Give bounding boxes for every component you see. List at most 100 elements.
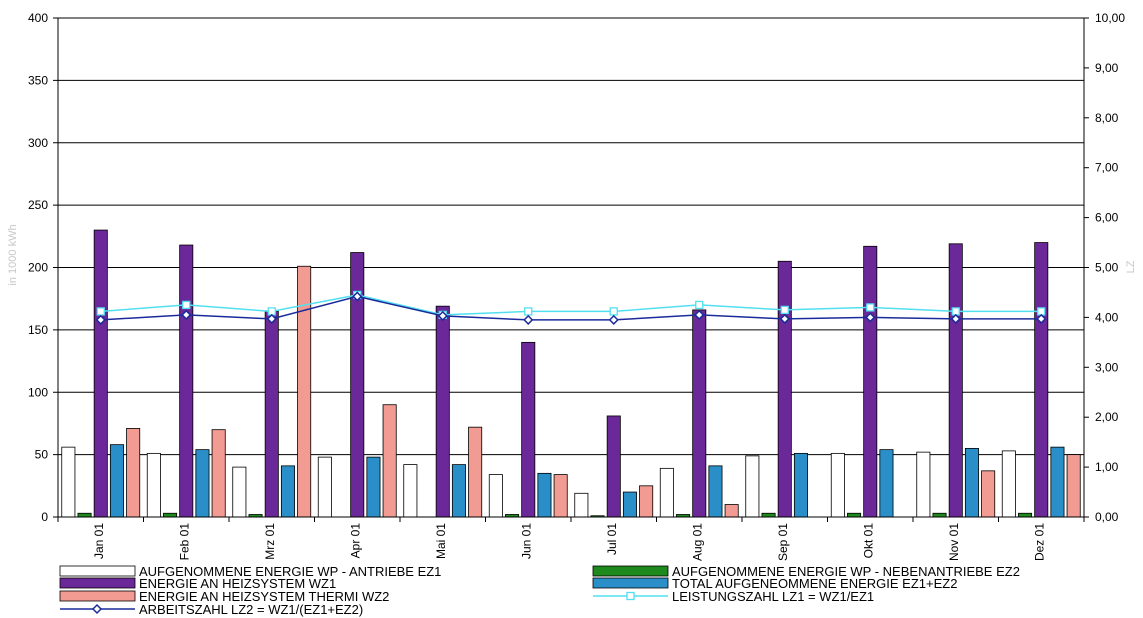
axes [53, 17, 1089, 522]
y-axis-label: in 1000 kWh [7, 224, 19, 285]
y2-tick-label: 9,00 [1095, 61, 1119, 75]
bar [468, 426, 483, 518]
diamond-marker [694, 309, 705, 320]
x-tick-label: Feb 01 [177, 523, 191, 561]
diamond-marker [95, 314, 106, 325]
bar [1018, 512, 1033, 518]
y2-tick-label: 1,00 [1095, 460, 1119, 474]
bar [109, 444, 124, 518]
bar [1050, 446, 1065, 518]
bar [948, 243, 963, 518]
x-tick-labels: Jan 01 Feb 01 Mrz 01 Apr 01 Mai 01 Jun 01 Jul … [92, 523, 1046, 561]
diamond-marker [523, 314, 534, 325]
x-tick-label: Jul 01 [605, 523, 619, 555]
y2-tick-label: 6,00 [1095, 211, 1119, 225]
legend-swatch [59, 590, 136, 602]
bar [606, 415, 621, 518]
square-marker [96, 307, 105, 316]
bar [61, 446, 76, 518]
x-tick-label: Mrz 01 [263, 523, 277, 560]
y-tick-label: 100 [28, 385, 48, 399]
bar [659, 467, 674, 518]
bar [146, 452, 161, 518]
legend-label: ENERGIE AN HEIZSYSTEM WZ1 [139, 576, 336, 591]
y-tick-label: 350 [28, 73, 48, 87]
bar [382, 404, 397, 518]
bar [77, 512, 92, 518]
y2-tick-label: 3,00 [1095, 360, 1119, 374]
legend-marker [91, 603, 103, 615]
gridlines [58, 17, 1084, 456]
y2-tick-label: 4,00 [1095, 310, 1119, 324]
diamond-marker [266, 313, 277, 324]
y-tick-label: 0 [41, 510, 48, 524]
bar [126, 428, 141, 518]
square-marker [780, 305, 789, 315]
bar [761, 512, 776, 518]
bar [692, 309, 707, 518]
y2-tick-labels: 0,00 1,00 2,00 3,00 4,00 5,00 6,00 7,00 8,00 9,00… [1095, 11, 1125, 524]
y2-axis-label: LZ [1125, 260, 1137, 273]
bar [451, 464, 466, 518]
bar [724, 504, 739, 518]
bar [211, 429, 226, 518]
square-marker [695, 300, 704, 310]
square-marker [182, 300, 191, 310]
bar [1066, 454, 1081, 518]
bar [435, 305, 450, 518]
bar [163, 512, 178, 518]
y2-tick-label: 8,00 [1095, 111, 1119, 125]
y2-tick-label: 5,00 [1095, 261, 1119, 275]
bar [708, 465, 723, 518]
diamond-marker [352, 291, 363, 302]
y-tick-label: 400 [28, 11, 48, 25]
bar [179, 244, 194, 518]
x-tick-label: Sep 01 [776, 523, 790, 561]
bar [622, 491, 637, 518]
bar [264, 310, 279, 518]
bar [916, 451, 931, 518]
bar [488, 474, 503, 518]
legend-label: TOTAL AUFGENEOMMENE ENERGIE EZ1+EZ2 [672, 576, 957, 591]
y2-tick-label: 7,00 [1095, 161, 1119, 175]
bar [830, 452, 845, 518]
series-line [100, 295, 1042, 321]
bar [639, 485, 654, 518]
legend-swatch [592, 565, 669, 577]
diamond-marker [779, 313, 790, 324]
bar [317, 456, 332, 518]
diamond-marker [950, 313, 961, 324]
y-tick-label: 150 [28, 323, 48, 337]
legend-label: AUFGENOMMENE ENERGIE WP - NEBENANTRIEBE … [672, 564, 1020, 579]
bar [537, 472, 552, 518]
bar [863, 245, 878, 518]
bar [366, 456, 381, 518]
bar [964, 447, 979, 518]
diamond-marker [181, 309, 192, 320]
y-tick-label: 300 [28, 136, 48, 150]
legend-label: ARBEITSZAHL LZ2 = WZ1/(EZ1+EZ2) [139, 602, 363, 617]
bar-series [61, 229, 1081, 518]
y-tick-label: 250 [28, 198, 48, 212]
bar [879, 449, 894, 518]
legend: AUFGENOMMENE ENERGIE WP - ANTRIEBE EZ1 AU… [59, 564, 1020, 617]
y-tick-label: 200 [28, 261, 48, 275]
bar [981, 470, 996, 518]
bar [1034, 242, 1049, 518]
bar [553, 474, 568, 518]
y2-tick-label: 10,00 [1095, 11, 1125, 25]
y2-tick-label: 0,00 [1095, 510, 1119, 524]
legend-swatch [592, 577, 669, 589]
bar [745, 455, 760, 518]
legend-label: AUFGENOMMENE ENERGIE WP - ANTRIEBE EZ1 [139, 564, 441, 579]
line-series [95, 290, 1047, 325]
x-tick-label: Nov 01 [947, 523, 961, 561]
bar [403, 464, 418, 518]
legend-label: ENERGIE AN HEIZSYSTEM THERMI WZ2 [139, 589, 389, 604]
y-tick-labels: 0 50 100 150 200 250 300 350 400 [28, 11, 48, 524]
diamond-marker [865, 312, 876, 323]
bar [521, 341, 536, 518]
diamond-marker [608, 314, 619, 325]
legend-label: LEISTUNGSZAHL LZ1 = WZ1/EZ1 [672, 589, 874, 604]
